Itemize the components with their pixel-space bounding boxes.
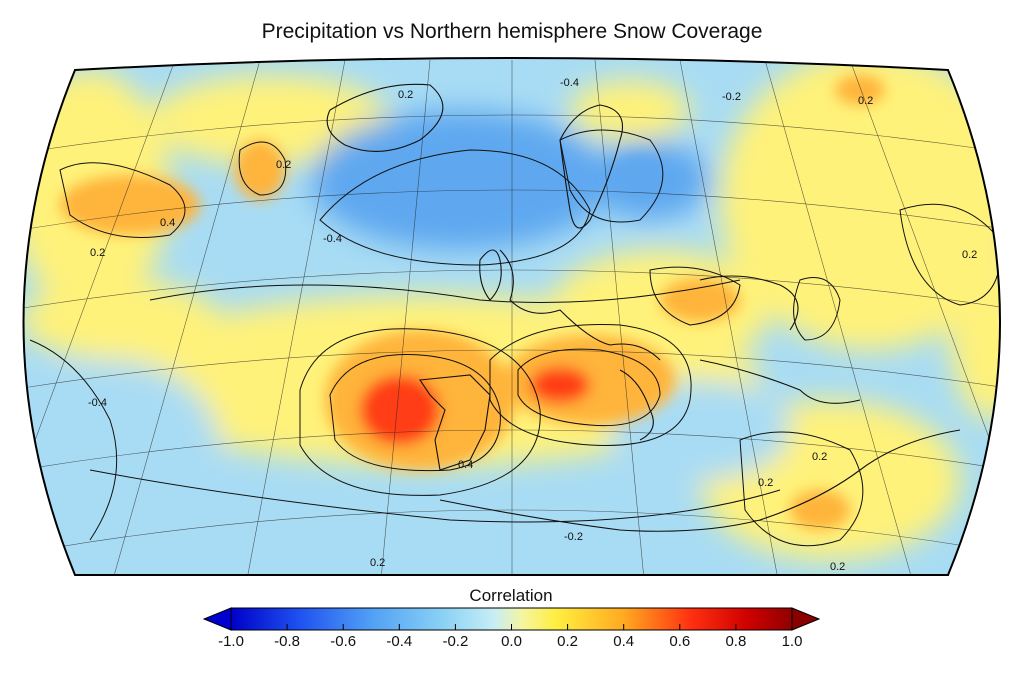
colorbar-tick-label: -0.2	[442, 633, 469, 650]
coastlines	[326, 83, 961, 532]
contour-label: 0.2	[758, 477, 773, 489]
map-field: -0.4 -0.2 0.2 0.2 0.2 0.4 -0.4 0.2 0.4 -…	[23, 58, 1000, 575]
contour-label: 0.2	[370, 557, 385, 569]
contour-label: 0.2	[398, 89, 413, 101]
colorbar-ticks	[230, 624, 793, 630]
colorbar-tick-label: 0.2	[557, 633, 579, 650]
contour-label: 0.2	[858, 95, 873, 107]
field-patch	[360, 375, 440, 445]
contour-label: -0.2	[564, 531, 583, 543]
contour-label: -0.4	[88, 397, 107, 409]
field-patch	[310, 110, 610, 250]
field-patch	[352, 167, 408, 203]
contour-label: 0.2	[830, 561, 845, 573]
colorbar-extend-max-arrow	[791, 607, 821, 631]
field-patch	[23, 280, 220, 360]
field-patch	[660, 278, 740, 322]
contour-label: -0.2	[722, 91, 741, 103]
colorbar-tick-label: 0.6	[669, 633, 691, 650]
correlation-map: -0.4 -0.2 0.2 0.2 0.2 0.4 -0.4 0.2 0.4 -…	[22, 57, 1001, 576]
field-patch	[720, 58, 1000, 350]
contour-label: 0.2	[276, 159, 291, 171]
colorbar-tick-label: 0.8	[725, 633, 747, 650]
field-patch	[60, 175, 200, 235]
field-patch	[950, 240, 1000, 420]
colorbar-tick-label: -0.6	[330, 633, 357, 650]
field-patch	[790, 490, 850, 530]
colorbar-tick-label: -0.8	[274, 633, 301, 650]
colorbar-tick-label: -0.4	[386, 633, 413, 650]
field-patch	[570, 80, 690, 140]
colorbar-tick-label: 0.4	[613, 633, 635, 650]
field-patch	[505, 335, 675, 425]
contour-label: 0.2	[812, 451, 827, 463]
colorbar-tick-labels: -1.0 -0.8 -0.6 -0.4 -0.2 0.0 0.2 0.4 0.6 0.8 1.0	[0, 633, 1024, 657]
map-panel: -0.4 -0.2 0.2 0.2 0.2 0.4 -0.4 0.2 0.4 -…	[22, 57, 1001, 576]
colorbar-extend-min-arrow	[202, 607, 232, 631]
colorbar-tick-label: 1.0	[781, 633, 803, 650]
field-patch	[835, 75, 885, 105]
colorbar-tick-label: -1.0	[218, 633, 244, 650]
colorbar	[202, 607, 821, 631]
contour-label: -0.4	[323, 233, 342, 245]
contour-lines	[29, 129, 1000, 547]
contour-label: 0.4	[160, 217, 175, 229]
map-frame	[22, 57, 1001, 576]
colorbar-tick-label: 0.0	[501, 633, 522, 650]
field-patch	[23, 360, 220, 540]
contour-labels: -0.4 -0.2 0.2 0.2 0.2 0.4 -0.4 0.2 0.4 -…	[88, 77, 977, 573]
map-title: Precipitation vs Northern hemisphere Sno…	[261, 20, 763, 43]
field-patch	[150, 75, 390, 165]
contour-label: 0.4	[458, 459, 473, 471]
contour-label: -0.4	[560, 77, 579, 89]
contour-label: 0.2	[90, 247, 105, 259]
field-patch	[610, 155, 670, 195]
field-patch	[235, 140, 285, 200]
colorbar-title: Correlation	[469, 586, 553, 605]
contour-label: 0.2	[962, 249, 977, 261]
field-patch	[530, 367, 590, 403]
